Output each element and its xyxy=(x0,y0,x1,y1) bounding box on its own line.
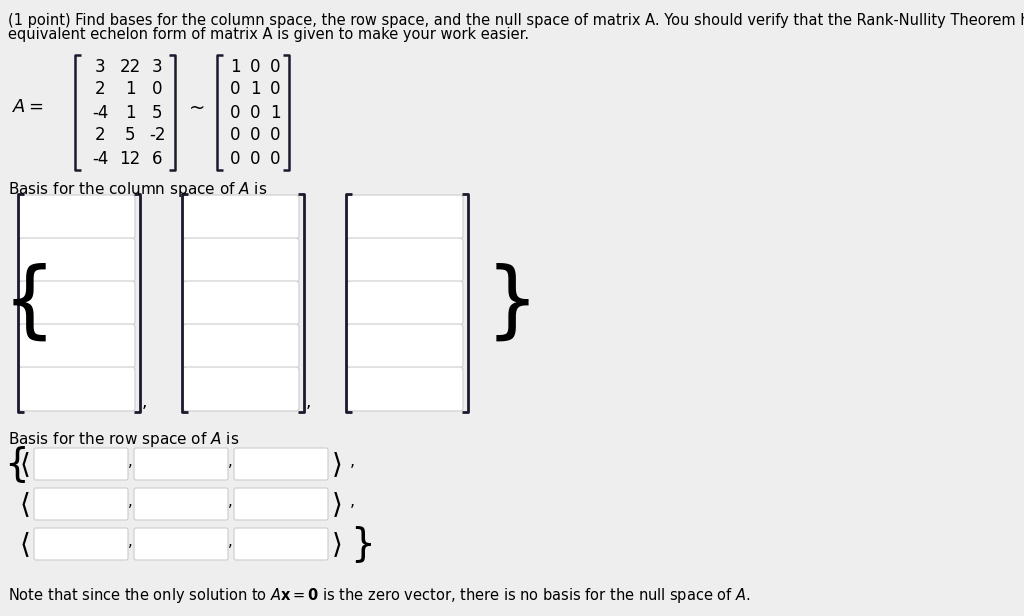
FancyBboxPatch shape xyxy=(34,448,128,480)
Text: 0: 0 xyxy=(250,57,260,76)
Text: ,: , xyxy=(306,393,311,411)
FancyBboxPatch shape xyxy=(234,528,328,560)
Text: ⟩: ⟩ xyxy=(332,530,343,558)
Text: 0: 0 xyxy=(229,81,241,99)
Text: ,: , xyxy=(228,495,232,509)
Text: 0: 0 xyxy=(229,103,241,121)
Text: 0: 0 xyxy=(152,81,162,99)
Text: 1: 1 xyxy=(250,81,260,99)
Text: equivalent echelon form of matrix A is given to make your work easier.: equivalent echelon form of matrix A is g… xyxy=(8,27,529,42)
Text: 0: 0 xyxy=(229,126,241,145)
FancyBboxPatch shape xyxy=(234,488,328,520)
Text: Basis for the column space of $\mathit{A}$ is: Basis for the column space of $\mathit{A… xyxy=(8,180,267,199)
Text: 0: 0 xyxy=(269,150,281,168)
FancyBboxPatch shape xyxy=(183,367,299,411)
FancyBboxPatch shape xyxy=(19,324,135,368)
Text: {: { xyxy=(3,262,56,344)
Text: 3: 3 xyxy=(152,57,163,76)
Text: 5: 5 xyxy=(152,103,162,121)
Text: 0: 0 xyxy=(250,126,260,145)
Text: Basis for the row space of $\mathit{A}$ is: Basis for the row space of $\mathit{A}$ … xyxy=(8,430,240,449)
Text: 1: 1 xyxy=(229,57,241,76)
FancyBboxPatch shape xyxy=(347,324,463,368)
Text: ,: , xyxy=(228,455,232,469)
Text: 0: 0 xyxy=(269,126,281,145)
Text: ,: , xyxy=(142,393,147,411)
FancyBboxPatch shape xyxy=(134,448,228,480)
FancyBboxPatch shape xyxy=(234,448,328,480)
FancyBboxPatch shape xyxy=(347,238,463,282)
Text: 1: 1 xyxy=(269,103,281,121)
FancyBboxPatch shape xyxy=(183,324,299,368)
Text: ,: , xyxy=(350,455,355,469)
FancyBboxPatch shape xyxy=(19,367,135,411)
FancyBboxPatch shape xyxy=(183,195,299,239)
Text: ,: , xyxy=(128,535,133,549)
Text: $A =$: $A =$ xyxy=(12,97,44,116)
FancyBboxPatch shape xyxy=(134,488,228,520)
Text: 0: 0 xyxy=(229,150,241,168)
Text: ⟨: ⟨ xyxy=(20,450,31,478)
Text: 2: 2 xyxy=(94,81,105,99)
Text: 12: 12 xyxy=(120,150,140,168)
Text: ,: , xyxy=(350,495,355,509)
Text: ⟩: ⟩ xyxy=(332,450,343,478)
Text: 0: 0 xyxy=(269,81,281,99)
FancyBboxPatch shape xyxy=(183,238,299,282)
Text: -4: -4 xyxy=(92,103,109,121)
FancyBboxPatch shape xyxy=(19,238,135,282)
FancyBboxPatch shape xyxy=(347,281,463,325)
Text: 1: 1 xyxy=(125,81,135,99)
FancyBboxPatch shape xyxy=(347,367,463,411)
FancyBboxPatch shape xyxy=(34,488,128,520)
Text: ⟩: ⟩ xyxy=(332,490,343,518)
Text: {: { xyxy=(4,445,29,483)
Text: 5: 5 xyxy=(125,126,135,145)
Text: 1: 1 xyxy=(125,103,135,121)
Text: 0: 0 xyxy=(250,150,260,168)
Text: ,: , xyxy=(228,535,232,549)
Text: -4: -4 xyxy=(92,150,109,168)
Text: 2: 2 xyxy=(94,126,105,145)
Text: ~: ~ xyxy=(188,99,205,118)
Text: }: } xyxy=(486,262,539,344)
FancyBboxPatch shape xyxy=(183,281,299,325)
FancyBboxPatch shape xyxy=(134,528,228,560)
FancyBboxPatch shape xyxy=(19,281,135,325)
Text: 0: 0 xyxy=(269,57,281,76)
FancyBboxPatch shape xyxy=(19,195,135,239)
Text: ,: , xyxy=(128,495,133,509)
Text: 6: 6 xyxy=(152,150,162,168)
Text: ⟨: ⟨ xyxy=(20,530,31,558)
Text: }: } xyxy=(350,525,375,563)
FancyBboxPatch shape xyxy=(34,528,128,560)
Text: 22: 22 xyxy=(120,57,140,76)
Text: -2: -2 xyxy=(148,126,165,145)
Text: Note that since the only solution to $\mathit{A}\mathbf{x} = \mathbf{0}$ is the : Note that since the only solution to $\m… xyxy=(8,586,751,605)
Text: 0: 0 xyxy=(250,103,260,121)
FancyBboxPatch shape xyxy=(347,195,463,239)
Text: ,: , xyxy=(128,455,133,469)
Text: 3: 3 xyxy=(94,57,105,76)
Text: ⟨: ⟨ xyxy=(20,490,31,518)
Text: (1 point) Find bases for the column space, the row space, and the null space of : (1 point) Find bases for the column spac… xyxy=(8,13,1024,28)
